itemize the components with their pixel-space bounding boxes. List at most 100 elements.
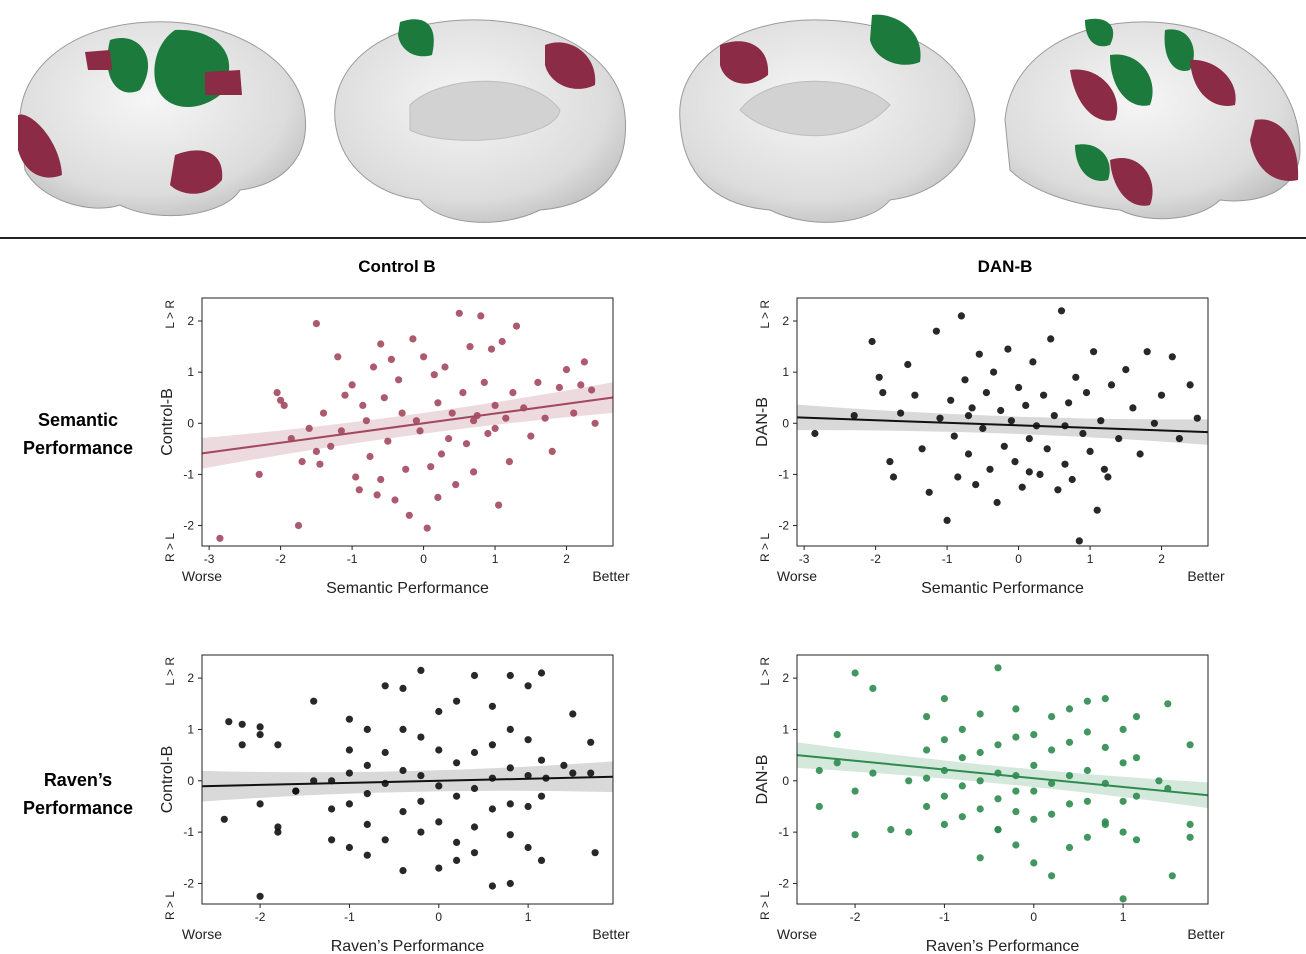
data-point <box>548 447 556 455</box>
data-point <box>923 746 931 754</box>
data-point <box>1065 800 1074 808</box>
data-point <box>381 682 389 690</box>
data-point <box>911 391 919 399</box>
data-point <box>384 437 392 445</box>
data-point <box>569 710 577 718</box>
data-point <box>1065 705 1074 713</box>
data-point <box>1004 345 1012 353</box>
data-point <box>815 766 823 775</box>
x-tick-label: 0 <box>420 552 427 566</box>
data-point <box>524 802 532 811</box>
y-high-direction: L > R <box>163 300 177 329</box>
data-point <box>1012 733 1020 741</box>
data-point <box>387 355 395 363</box>
data-point <box>524 736 532 744</box>
data-point <box>1193 414 1201 422</box>
data-point <box>993 498 1001 507</box>
x-tick-label: 0 <box>1015 552 1022 566</box>
data-point <box>1175 435 1183 443</box>
data-point <box>441 363 449 371</box>
data-point <box>1012 787 1020 795</box>
data-point <box>345 843 353 852</box>
data-point <box>1090 348 1098 356</box>
data-point <box>868 337 876 346</box>
data-point <box>1101 820 1109 829</box>
data-point <box>455 309 463 317</box>
data-point <box>256 723 264 731</box>
data-point <box>470 671 479 680</box>
data-point <box>1136 450 1144 458</box>
data-point <box>437 450 446 458</box>
data-point <box>381 836 389 844</box>
y-tick-label: 1 <box>782 365 789 379</box>
data-point <box>369 363 378 371</box>
x-tick-label: -1 <box>344 910 355 924</box>
data-point <box>502 414 510 422</box>
y-tick-label: 2 <box>187 314 194 328</box>
data-point <box>366 452 374 461</box>
data-point <box>524 843 532 852</box>
data-point <box>1030 731 1038 739</box>
y-tick-label: -1 <box>183 825 194 839</box>
data-point <box>380 394 388 402</box>
data-point <box>1132 713 1141 721</box>
data-point <box>292 787 300 795</box>
data-point <box>1083 728 1091 736</box>
row-label-semantic-line1: Semantic <box>38 410 118 430</box>
data-point <box>1086 447 1094 455</box>
data-point <box>363 725 371 734</box>
data-point <box>534 378 542 386</box>
data-point <box>570 409 578 417</box>
data-point <box>312 320 320 328</box>
data-point <box>462 440 471 448</box>
x-tick-label: 2 <box>1158 552 1165 566</box>
data-point <box>1029 358 1037 366</box>
data-point <box>1119 828 1127 836</box>
x-axis-label: Raven’s Performance <box>926 938 1080 954</box>
data-point <box>348 381 356 389</box>
y-axis-label: DAN-B <box>754 755 771 805</box>
data-point <box>1072 373 1080 381</box>
data-point <box>569 769 577 777</box>
data-point <box>994 795 1002 803</box>
data-point <box>298 458 306 466</box>
data-point <box>417 666 425 675</box>
data-point <box>950 432 958 440</box>
data-point <box>453 759 461 767</box>
data-point <box>1122 366 1130 374</box>
data-point <box>1083 697 1091 705</box>
x-high-label: Better <box>592 926 630 942</box>
data-point <box>833 759 841 767</box>
data-point <box>923 713 931 721</box>
data-point <box>587 738 595 746</box>
data-point <box>409 335 417 343</box>
data-point <box>541 414 549 422</box>
data-point <box>1012 808 1020 816</box>
data-point <box>280 401 288 409</box>
data-point <box>1012 841 1020 849</box>
y-high-direction: L > R <box>758 300 772 329</box>
data-point <box>940 820 949 829</box>
column-title-control-b: Control B <box>358 257 435 276</box>
data-point <box>591 419 599 427</box>
data-point <box>256 892 264 900</box>
data-point <box>1168 872 1176 880</box>
data-point <box>1093 506 1101 514</box>
data-point <box>506 764 514 772</box>
data-point <box>887 826 895 834</box>
data-point <box>1025 435 1033 443</box>
data-point <box>1119 725 1127 734</box>
x-tick-label: -2 <box>870 552 881 566</box>
x-tick-label: 2 <box>563 552 570 566</box>
panel-control-b-raven: -2 -1 0 1 -2 -1 0 1 2 Worse Better Raven’s Performa… <box>159 654 630 954</box>
data-point <box>305 424 313 432</box>
data-point <box>982 389 991 397</box>
data-point <box>255 470 263 478</box>
data-point <box>470 849 479 857</box>
data-point <box>1132 836 1141 844</box>
data-point <box>994 741 1002 749</box>
data-point <box>560 761 568 770</box>
data-point <box>470 468 478 476</box>
y-tick-label: 0 <box>782 774 789 788</box>
